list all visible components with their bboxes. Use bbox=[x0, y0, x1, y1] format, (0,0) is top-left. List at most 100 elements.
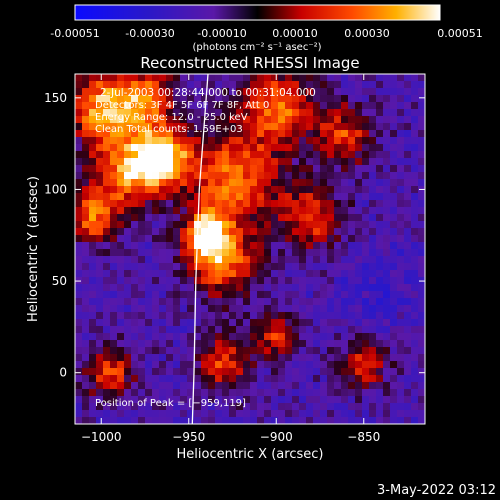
heatmap-cell bbox=[355, 137, 363, 145]
heatmap-cell bbox=[250, 291, 258, 299]
heatmap-cell bbox=[285, 158, 293, 166]
heatmap-cell bbox=[187, 172, 195, 180]
heatmap-cell bbox=[418, 116, 425, 124]
heatmap-cell bbox=[96, 200, 104, 208]
heatmap-cell bbox=[285, 403, 293, 411]
heatmap-cell bbox=[271, 123, 279, 131]
heatmap-cell bbox=[124, 74, 132, 82]
heatmap-cell bbox=[348, 165, 356, 173]
heatmap-cell bbox=[159, 333, 167, 341]
heatmap-cell bbox=[222, 95, 230, 103]
heatmap-cell bbox=[145, 340, 153, 348]
heatmap-cell bbox=[299, 291, 307, 299]
heatmap-cell bbox=[271, 333, 279, 341]
colorbar-ticks: -0.00051 -0.00030 -0.00010 0.00010 0.000… bbox=[50, 27, 482, 40]
heatmap-cell bbox=[397, 88, 405, 96]
heatmap-cell bbox=[96, 326, 104, 334]
heatmap-cell bbox=[292, 340, 300, 348]
heatmap-cell bbox=[250, 214, 258, 222]
heatmap-cell bbox=[145, 207, 153, 215]
heatmap-cell bbox=[313, 326, 321, 334]
heatmap-cell bbox=[271, 242, 279, 250]
heatmap-cell bbox=[404, 256, 412, 264]
heatmap-cell bbox=[124, 298, 132, 306]
heatmap-cell bbox=[320, 207, 328, 215]
heatmap-cell bbox=[145, 396, 153, 404]
heatmap-cell bbox=[264, 277, 272, 285]
heatmap-cell bbox=[383, 340, 391, 348]
heatmap-cell bbox=[383, 256, 391, 264]
heatmap-cell bbox=[75, 235, 83, 243]
heatmap-cell bbox=[327, 382, 335, 390]
heatmap-cell bbox=[166, 354, 174, 362]
heatmap-cell bbox=[306, 193, 314, 201]
heatmap-cell bbox=[145, 81, 153, 89]
heatmap-cell bbox=[313, 123, 321, 131]
heatmap-cell bbox=[397, 256, 405, 264]
heatmap-cell bbox=[243, 193, 251, 201]
heatmap-cell bbox=[397, 291, 405, 299]
heatmap-cell bbox=[138, 214, 146, 222]
heatmap-cell bbox=[96, 305, 104, 313]
heatmap-cell bbox=[96, 298, 104, 306]
heatmap-cell bbox=[89, 116, 97, 124]
heatmap-cell bbox=[348, 214, 356, 222]
heatmap-cell bbox=[82, 88, 90, 96]
heatmap-cell bbox=[376, 396, 384, 404]
x-tick-label: −850 bbox=[347, 430, 380, 444]
heatmap-cell bbox=[208, 403, 216, 411]
heatmap-cell bbox=[222, 165, 230, 173]
heatmap-cell bbox=[131, 207, 139, 215]
heatmap-cell bbox=[96, 144, 104, 152]
heatmap-cell bbox=[180, 326, 188, 334]
heatmap-cell bbox=[215, 172, 223, 180]
heatmap-cell bbox=[404, 333, 412, 341]
heatmap-cell bbox=[355, 172, 363, 180]
heatmap-cell bbox=[194, 389, 202, 397]
heatmap-cell bbox=[215, 326, 223, 334]
heatmap-cell bbox=[320, 144, 328, 152]
heatmap-cell bbox=[250, 417, 258, 424]
heatmap-cell bbox=[229, 81, 237, 89]
heatmap-cell bbox=[145, 74, 153, 82]
heatmap-cell bbox=[250, 340, 258, 348]
heatmap-cell bbox=[131, 151, 139, 159]
heatmap-cell bbox=[110, 172, 118, 180]
heatmap-cell bbox=[362, 263, 370, 271]
heatmap-cell bbox=[369, 312, 377, 320]
heatmap-cell bbox=[208, 305, 216, 313]
heatmap-cell bbox=[334, 109, 342, 117]
heatmap-cell bbox=[264, 361, 272, 369]
heatmap-cell bbox=[264, 137, 272, 145]
heatmap-cell bbox=[390, 130, 398, 138]
heatmap-cell bbox=[173, 256, 181, 264]
heatmap-cell bbox=[285, 123, 293, 131]
heatmap-cell bbox=[369, 326, 377, 334]
heatmap-cell bbox=[236, 396, 244, 404]
heatmap-cell bbox=[397, 361, 405, 369]
heatmap-cell bbox=[313, 151, 321, 159]
heatmap-cell bbox=[278, 333, 286, 341]
heatmap-cell bbox=[201, 123, 209, 131]
heatmap-cell bbox=[236, 375, 244, 383]
heatmap-cell bbox=[152, 158, 160, 166]
heatmap-cell bbox=[152, 256, 160, 264]
heatmap-cell bbox=[208, 277, 216, 285]
heatmap-cell bbox=[138, 298, 146, 306]
heatmap-cell bbox=[145, 347, 153, 355]
heatmap-cell bbox=[180, 193, 188, 201]
heatmap-cell bbox=[292, 319, 300, 327]
heatmap-cell bbox=[271, 193, 279, 201]
heatmap-cell bbox=[229, 221, 237, 229]
heatmap-cell bbox=[285, 102, 293, 110]
heatmap-cell bbox=[110, 88, 118, 96]
heatmap-cell bbox=[103, 193, 111, 201]
heatmap-cell bbox=[285, 263, 293, 271]
heatmap-cell bbox=[383, 172, 391, 180]
heatmap-cell bbox=[292, 270, 300, 278]
heatmap-cell bbox=[152, 88, 160, 96]
heatmap-cell bbox=[257, 123, 265, 131]
heatmap-cell bbox=[355, 151, 363, 159]
heatmap-cell bbox=[159, 382, 167, 390]
heatmap-cell bbox=[243, 221, 251, 229]
